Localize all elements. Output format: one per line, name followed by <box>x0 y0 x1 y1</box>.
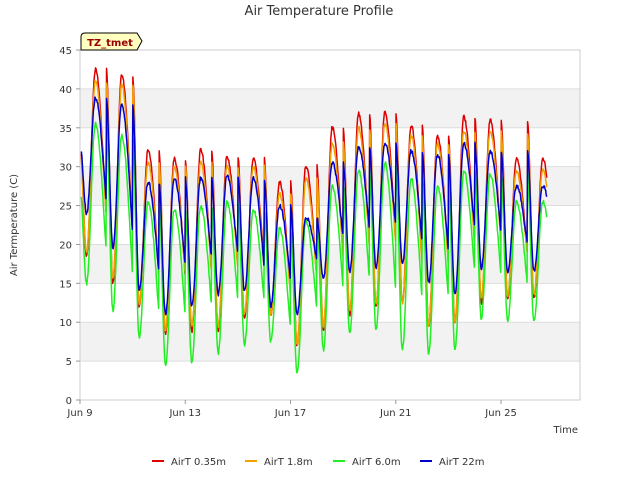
legend-label: AirT 1.8m <box>264 457 313 468</box>
y-tick-label: 40 <box>59 85 72 96</box>
legend-label: AirT 22m <box>439 457 484 468</box>
y-tick-label: 30 <box>59 163 72 174</box>
chart-title: Air Temperature Profile <box>245 4 394 19</box>
x-tick-label: Jun 21 <box>379 408 412 419</box>
y-tick-label: 0 <box>66 396 72 407</box>
site-label-shape <box>80 32 143 51</box>
site-label-box: TZ_tmet <box>80 32 143 51</box>
x-tick-label: Jun 25 <box>484 408 517 419</box>
y-tick-label: 25 <box>59 202 72 213</box>
legend-label: AirT 6.0m <box>352 457 401 468</box>
y-axis-ticks: 0 5 10 15 20 25 30 35 40 45 <box>59 46 80 407</box>
x-axis-ticks: Jun 9 Jun 13 Jun 17 Jun 21 Jun 25 <box>66 400 517 419</box>
y-tick-label: 15 <box>59 279 72 290</box>
x-axis-label: Time <box>553 425 578 436</box>
grid-band <box>80 322 580 362</box>
x-tick-label: Jun 17 <box>274 408 307 419</box>
y-tick-label: 45 <box>59 46 72 57</box>
plot-frame <box>79 49 581 401</box>
y-tick-label: 5 <box>66 357 72 368</box>
y-tick-label: 35 <box>59 124 72 135</box>
x-tick-label: Jun 9 <box>66 408 92 419</box>
y-tick-label: 20 <box>59 240 72 251</box>
grid-band <box>80 88 580 128</box>
y-axis-label: Air Termperature (C) <box>9 174 20 276</box>
legend-label: AirT 0.35m <box>171 457 226 468</box>
site-label-text: TZ_tmet <box>87 38 133 49</box>
x-tick-label: Jun 13 <box>168 408 201 419</box>
legend: AirT 0.35m AirT 1.8m AirT 6.0m AirT 22m <box>152 457 484 468</box>
series-line-4 <box>80 96 548 316</box>
y-tick-label: 10 <box>59 318 72 329</box>
series-lines <box>80 67 548 374</box>
